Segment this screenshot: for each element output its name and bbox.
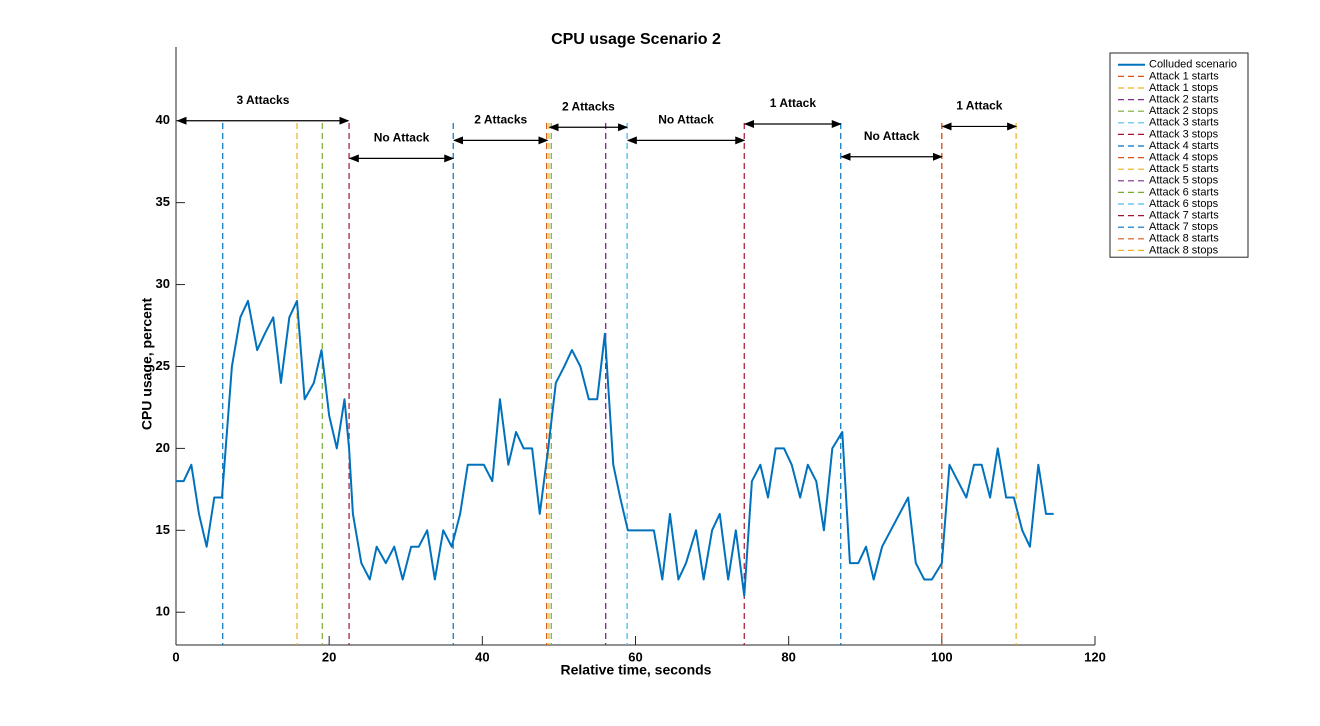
annotation-label: 1 Attack bbox=[956, 99, 1003, 113]
annotation-label: 2 Attacks bbox=[474, 113, 527, 127]
y-tick-label: 35 bbox=[156, 194, 170, 209]
annotation-label: 2 Attacks bbox=[562, 99, 615, 113]
x-tick-label: 120 bbox=[1084, 649, 1106, 664]
legend-label: Attack 3 starts bbox=[1149, 117, 1219, 129]
chart-title: CPU usage Scenario 2 bbox=[551, 31, 721, 48]
annotation-label: No Attack bbox=[864, 129, 920, 143]
y-tick-label: 10 bbox=[156, 604, 170, 619]
legend-label: Attack 4 stops bbox=[1149, 152, 1219, 164]
x-tick-label: 60 bbox=[628, 649, 642, 664]
x-tick-label: 40 bbox=[475, 649, 489, 664]
legend-label: Attack 2 stops bbox=[1149, 105, 1219, 117]
legend-label: Attack 8 starts bbox=[1149, 233, 1219, 245]
legend-label: Attack 3 stops bbox=[1149, 128, 1219, 140]
legend-label: Attack 8 stops bbox=[1149, 244, 1219, 256]
data-line bbox=[176, 299, 1054, 597]
legend-label: Attack 7 stops bbox=[1149, 221, 1219, 233]
y-tick-label: 15 bbox=[156, 522, 170, 537]
legend-label: Attack 5 starts bbox=[1149, 163, 1219, 175]
annotation-label: 3 Attacks bbox=[236, 93, 289, 107]
y-tick-label: 40 bbox=[156, 112, 170, 127]
legend-label: Attack 7 starts bbox=[1149, 210, 1219, 222]
y-axis-label: CPU usage, percent bbox=[139, 298, 155, 431]
x-tick-label: 20 bbox=[322, 649, 336, 664]
annotation-label: No Attack bbox=[658, 113, 714, 127]
x-tick-label: 0 bbox=[172, 649, 179, 664]
legend-label: Attack 6 starts bbox=[1149, 186, 1219, 198]
legend-label: Attack 6 stops bbox=[1149, 198, 1219, 210]
annotation-label: 1 Attack bbox=[770, 96, 817, 110]
legend-label: Attack 1 starts bbox=[1149, 70, 1219, 82]
legend-label: Colluded scenario bbox=[1149, 59, 1237, 71]
x-tick-label: 80 bbox=[781, 649, 795, 664]
legend-label: Attack 5 stops bbox=[1149, 175, 1219, 187]
x-tick-label: 100 bbox=[931, 649, 953, 664]
legend-label: Attack 1 stops bbox=[1149, 82, 1219, 94]
legend-label: Attack 2 starts bbox=[1149, 94, 1219, 106]
y-tick-label: 30 bbox=[156, 276, 170, 291]
legend-label: Attack 4 starts bbox=[1149, 140, 1219, 152]
y-tick-label: 20 bbox=[156, 440, 170, 455]
annotation-label: No Attack bbox=[374, 131, 430, 145]
y-tick-label: 25 bbox=[156, 358, 170, 373]
x-axis-label: Relative time, seconds bbox=[561, 662, 712, 678]
legend-box bbox=[1109, 52, 1249, 258]
